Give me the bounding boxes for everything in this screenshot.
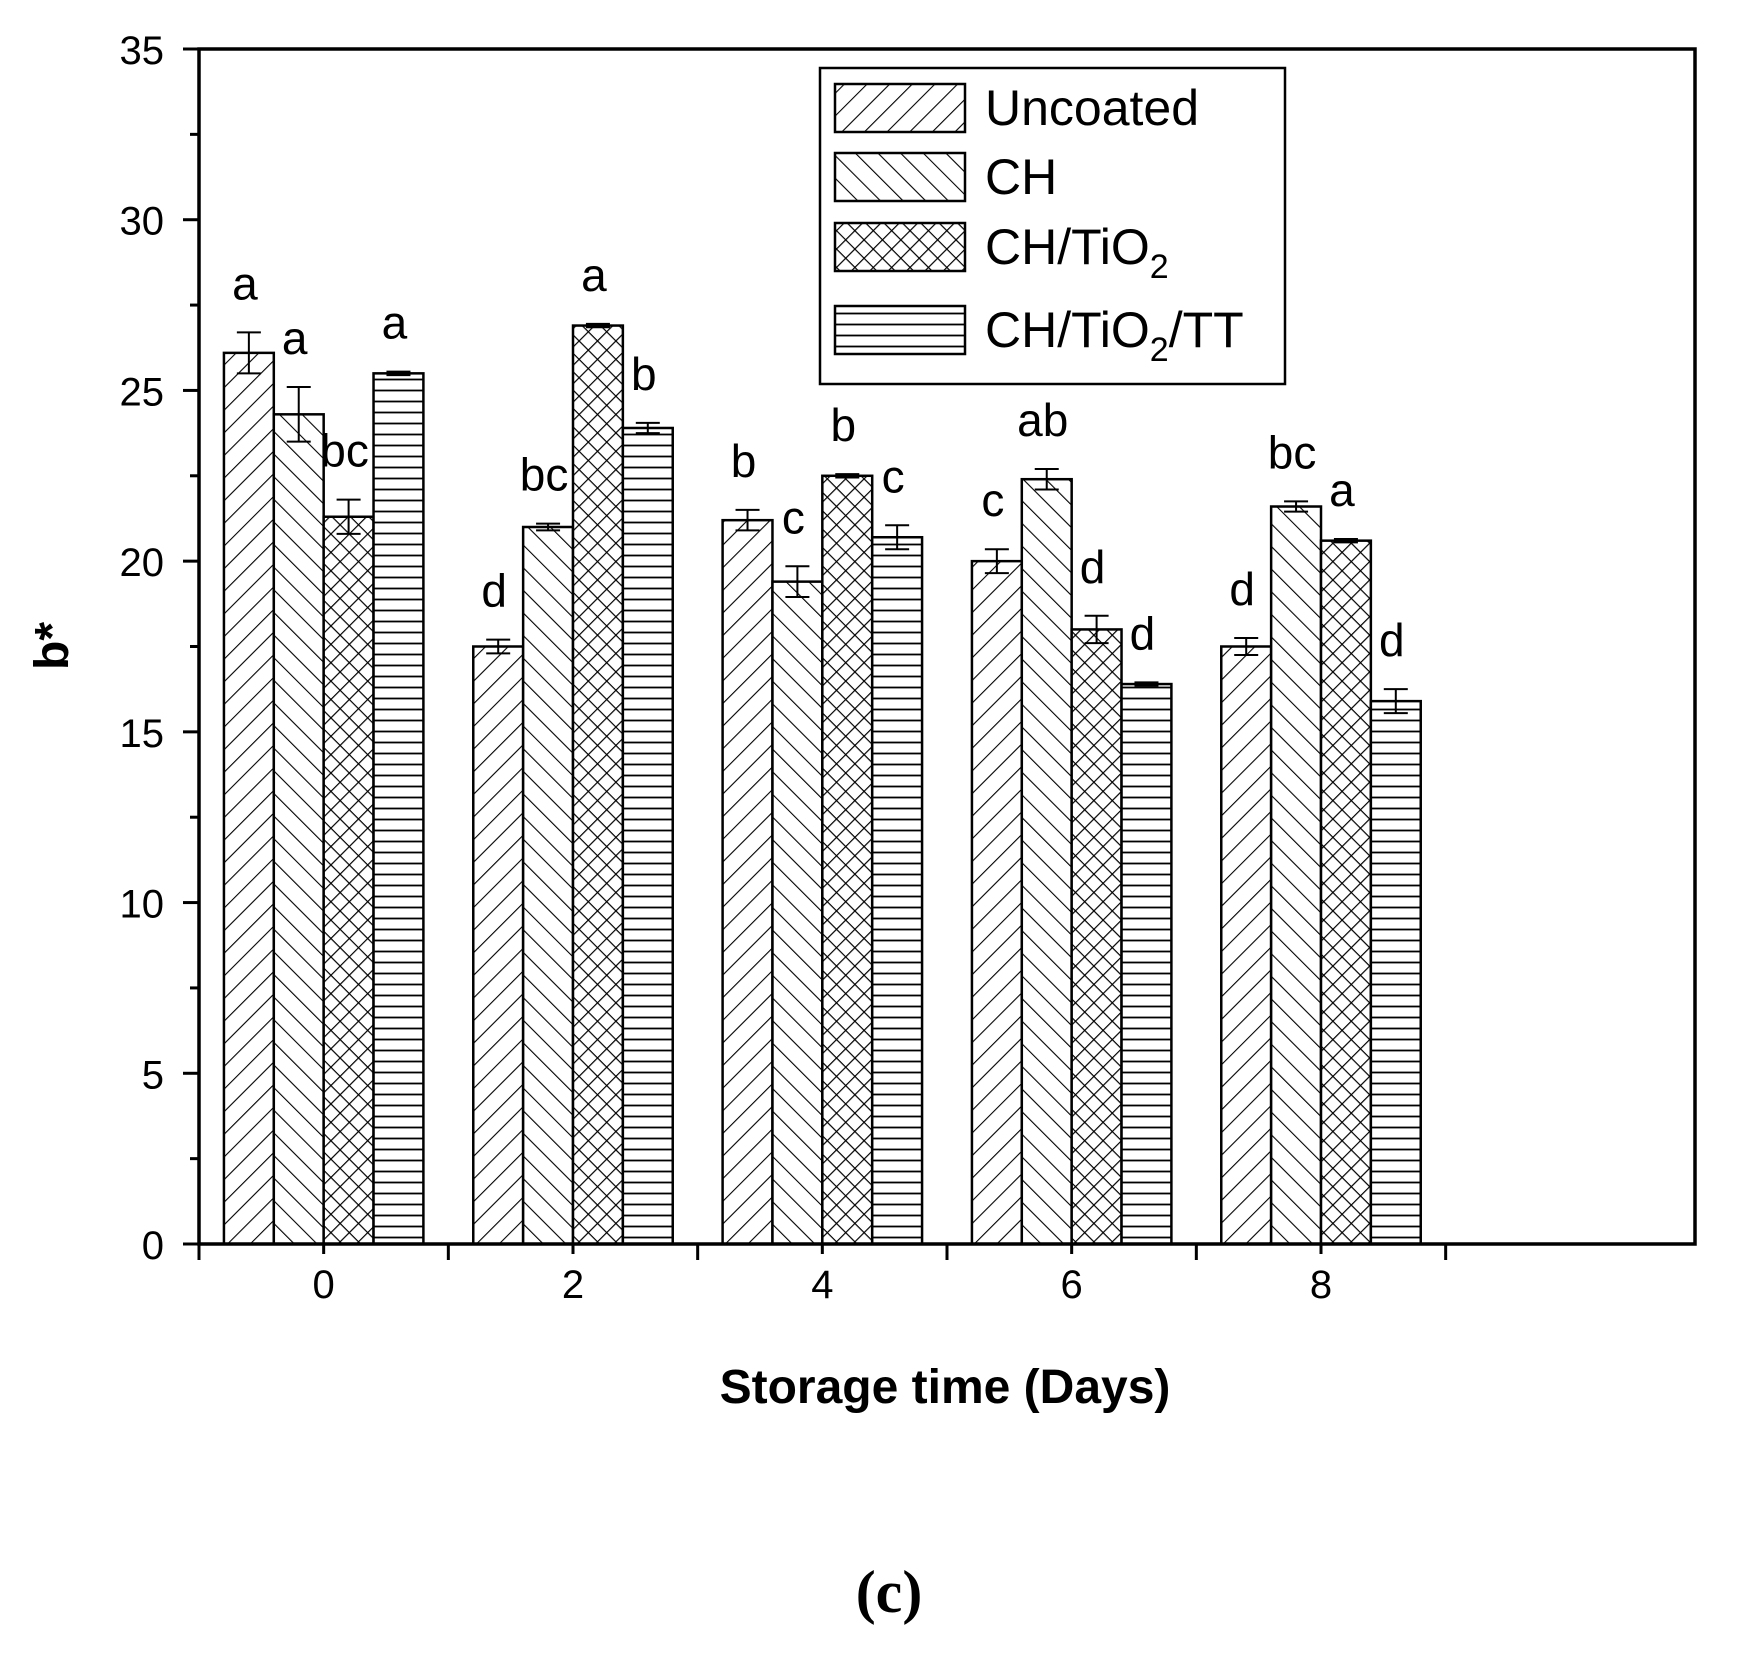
- error-bar: [1234, 636, 1259, 657]
- bar-uncoated-day-2: [472, 645, 525, 1246]
- bar-ch-tio2-day-0: [322, 515, 375, 1246]
- bar-ch-tio2-tt-day-0: [372, 372, 425, 1246]
- significance-label: bc: [1268, 426, 1317, 478]
- error-bar: [1333, 537, 1358, 544]
- significance-label: c: [882, 450, 905, 502]
- y-tick-label: 35: [120, 29, 165, 73]
- legend-swatch: [833, 221, 967, 273]
- significance-label: bc: [320, 425, 369, 477]
- y-tick-label: 5: [142, 1053, 164, 1097]
- x-tick-label: 6: [1061, 1263, 1083, 1307]
- bar-ch-tio2-day-2: [571, 324, 625, 1246]
- significance-label: c: [782, 491, 805, 543]
- error-bar: [635, 421, 660, 435]
- bar-ch-day-2: [521, 525, 575, 1246]
- legend: Uncoated CH CH/TiO2 CH/TiO2/TT: [818, 66, 1287, 386]
- bar-ch-tio2-day-8: [1319, 539, 1373, 1246]
- bar-uncoated-day-8: [1220, 645, 1273, 1246]
- x-tick-label: 4: [811, 1263, 833, 1307]
- significance-label: d: [1130, 607, 1156, 659]
- significance-label: b: [731, 435, 757, 487]
- bar-ch-tio2-tt-day-8: [1369, 699, 1422, 1246]
- y-tick-label: 0: [142, 1224, 164, 1268]
- bar-ch-day-0: [272, 413, 325, 1246]
- significance-label: ab: [1017, 394, 1068, 446]
- legend-label: Uncoated: [985, 80, 1199, 136]
- error-bar: [1084, 614, 1109, 645]
- significance-label: bc: [520, 449, 569, 501]
- error-bar: [984, 548, 1009, 575]
- y-tick-label: 30: [120, 200, 165, 244]
- bar-ch-day-4: [771, 580, 824, 1246]
- significance-label: b: [830, 399, 856, 451]
- bar-ch-tio2-tt-day-2: [621, 426, 674, 1246]
- error-bar: [1383, 688, 1408, 715]
- x-tick-label: 0: [313, 1263, 335, 1307]
- error-bar: [585, 322, 610, 329]
- bar-ch-day-8: [1269, 505, 1323, 1246]
- error-bar: [286, 386, 311, 443]
- bar-ch-tio2-tt-day-4: [870, 535, 924, 1246]
- error-bar: [1034, 467, 1059, 491]
- y-tick-label: 25: [120, 370, 165, 414]
- significance-label: a: [382, 297, 408, 349]
- significance-label: a: [232, 257, 258, 309]
- bar-uncoated-day-0: [222, 351, 276, 1246]
- significance-label: b: [631, 348, 657, 400]
- bar-uncoated-day-6: [970, 559, 1024, 1246]
- significance-label: a: [581, 249, 607, 301]
- error-bar: [1284, 500, 1309, 513]
- significance-label: d: [1379, 614, 1405, 666]
- legend-label: CH: [985, 149, 1057, 205]
- significance-label: a: [282, 312, 308, 364]
- error-bar: [885, 524, 910, 551]
- legend-swatch: [833, 82, 967, 134]
- y-tick-label: 10: [120, 883, 165, 927]
- y-tick-label: 15: [120, 712, 165, 756]
- error-bar: [1134, 681, 1159, 687]
- bar-ch-tio2-day-4: [821, 474, 874, 1246]
- error-bar: [386, 370, 411, 377]
- x-tick-label: 2: [562, 1263, 584, 1307]
- legend-label: CH/TiO2: [985, 219, 1169, 286]
- bar-ch-tio2-day-6: [1070, 628, 1123, 1246]
- x-tick-label: 8: [1310, 1263, 1332, 1307]
- legend-swatch: [833, 151, 967, 203]
- error-bar: [486, 638, 511, 655]
- legend-swatch: [833, 304, 967, 356]
- significance-label: d: [1229, 563, 1255, 615]
- significance-label: c: [981, 474, 1004, 526]
- bar-uncoated-day-4: [721, 518, 774, 1246]
- significance-label: d: [1080, 541, 1106, 593]
- figure-caption: (c): [856, 1559, 923, 1625]
- error-bar: [835, 473, 860, 479]
- bar-ch-day-6: [1020, 477, 1073, 1246]
- y-axis-label: b*: [26, 622, 79, 670]
- error-bar: [536, 522, 561, 532]
- significance-label: a: [1329, 464, 1355, 516]
- error-bar: [785, 565, 810, 598]
- x-axis-label: Storage time (Days): [720, 1361, 1171, 1414]
- legend-label: CH/TiO2/TT: [985, 302, 1244, 369]
- error-bar: [236, 331, 261, 375]
- error-bar: [336, 498, 361, 535]
- y-tick-label: 20: [120, 541, 165, 585]
- bar-ch-tio2-tt-day-6: [1120, 682, 1173, 1246]
- error-bar: [735, 508, 760, 532]
- significance-label: d: [481, 565, 507, 617]
